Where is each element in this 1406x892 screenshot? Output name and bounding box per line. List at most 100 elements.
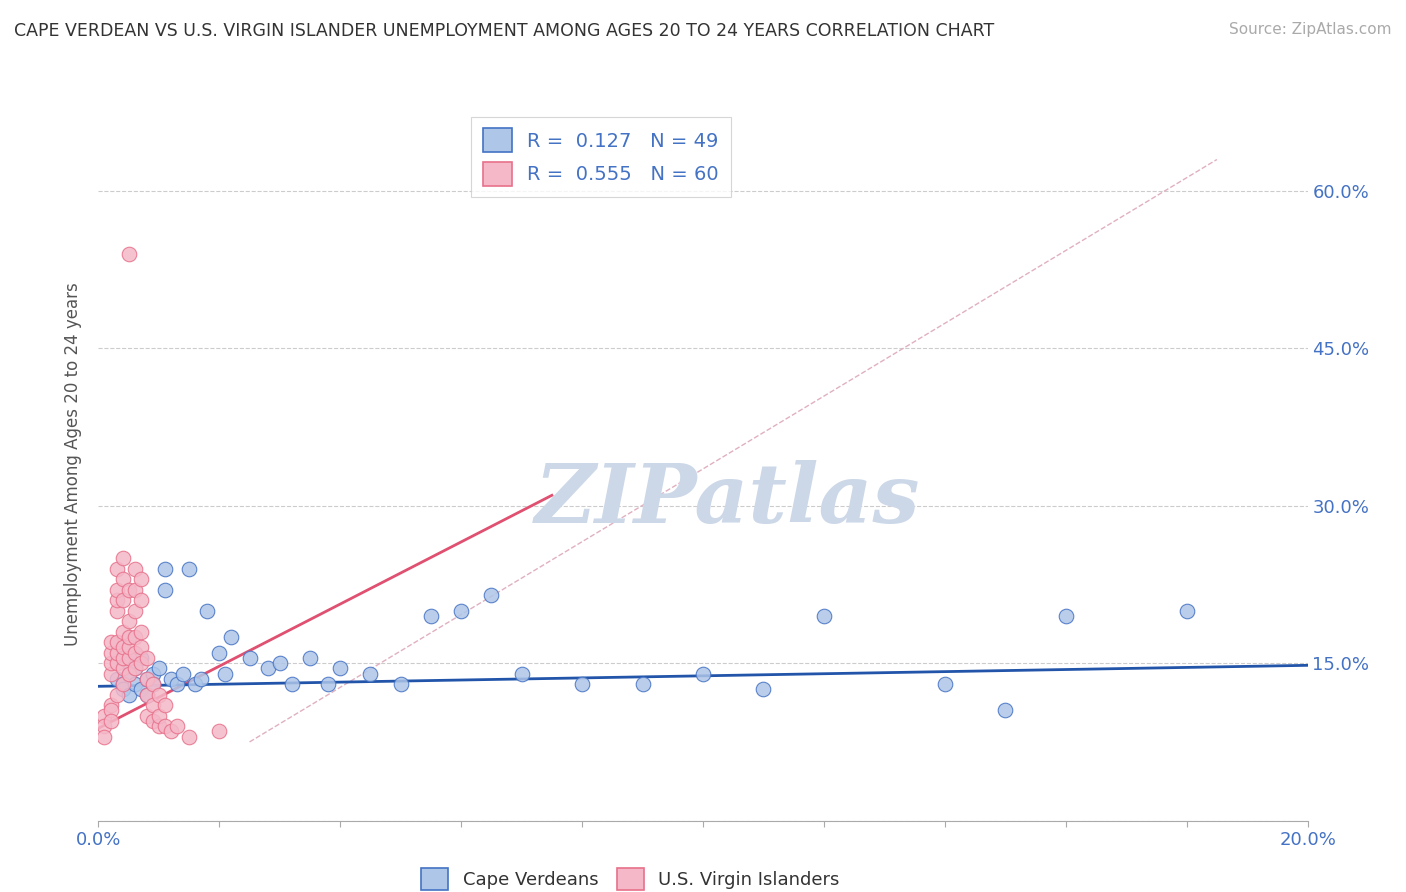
Point bbox=[105, 672, 128, 686]
Point bbox=[256, 661, 278, 675]
Point bbox=[111, 651, 134, 665]
Point bbox=[239, 651, 262, 665]
Point bbox=[105, 688, 128, 702]
Point bbox=[153, 582, 176, 597]
Text: Source: ZipAtlas.com: Source: ZipAtlas.com bbox=[1229, 22, 1392, 37]
Point bbox=[299, 651, 322, 665]
Point bbox=[118, 640, 141, 655]
Point bbox=[135, 672, 157, 686]
Point bbox=[420, 609, 443, 624]
Point bbox=[1175, 604, 1198, 618]
Point bbox=[111, 593, 134, 607]
Point bbox=[124, 661, 146, 675]
Point bbox=[510, 666, 533, 681]
Point bbox=[118, 582, 141, 597]
Point bbox=[135, 688, 157, 702]
Point bbox=[160, 724, 183, 739]
Point bbox=[129, 572, 152, 586]
Point bbox=[153, 562, 176, 576]
Point bbox=[571, 677, 593, 691]
Point bbox=[129, 640, 152, 655]
Point bbox=[172, 666, 194, 681]
Point bbox=[124, 604, 146, 618]
Point bbox=[93, 730, 115, 744]
Point bbox=[105, 582, 128, 597]
Point bbox=[111, 661, 134, 675]
Point bbox=[135, 672, 157, 686]
Point bbox=[100, 666, 122, 681]
Point bbox=[269, 657, 291, 671]
Point bbox=[142, 677, 165, 691]
Point bbox=[105, 604, 128, 618]
Point bbox=[208, 724, 231, 739]
Point bbox=[124, 646, 146, 660]
Point bbox=[221, 630, 243, 644]
Point bbox=[752, 682, 775, 697]
Point bbox=[124, 661, 146, 675]
Point bbox=[135, 651, 157, 665]
Point bbox=[111, 682, 134, 697]
Point bbox=[105, 593, 128, 607]
Point bbox=[166, 677, 188, 691]
Point bbox=[813, 609, 835, 624]
Point bbox=[148, 708, 170, 723]
Point bbox=[631, 677, 654, 691]
Point bbox=[129, 624, 152, 639]
Point bbox=[481, 588, 503, 602]
Point bbox=[129, 682, 152, 697]
Point bbox=[692, 666, 714, 681]
Point bbox=[208, 646, 231, 660]
Point bbox=[118, 614, 141, 628]
Point bbox=[105, 635, 128, 649]
Point bbox=[450, 604, 472, 618]
Text: CAPE VERDEAN VS U.S. VIRGIN ISLANDER UNEMPLOYMENT AMONG AGES 20 TO 24 YEARS CORR: CAPE VERDEAN VS U.S. VIRGIN ISLANDER UNE… bbox=[14, 22, 994, 40]
Point bbox=[195, 604, 218, 618]
Point bbox=[93, 719, 115, 733]
Point bbox=[129, 593, 152, 607]
Point bbox=[166, 719, 188, 733]
Point bbox=[100, 635, 122, 649]
Point bbox=[124, 562, 146, 576]
Point bbox=[100, 646, 122, 660]
Point bbox=[100, 703, 122, 717]
Point bbox=[142, 698, 165, 713]
Point bbox=[129, 657, 152, 671]
Point bbox=[111, 640, 134, 655]
Point bbox=[118, 630, 141, 644]
Point bbox=[111, 572, 134, 586]
Point bbox=[129, 651, 152, 665]
Point bbox=[118, 666, 141, 681]
Point bbox=[148, 688, 170, 702]
Point bbox=[934, 677, 956, 691]
Point bbox=[124, 582, 146, 597]
Point bbox=[184, 677, 207, 691]
Point bbox=[100, 714, 122, 728]
Point bbox=[100, 657, 122, 671]
Y-axis label: Unemployment Among Ages 20 to 24 years: Unemployment Among Ages 20 to 24 years bbox=[65, 282, 83, 646]
Point bbox=[124, 677, 146, 691]
Point bbox=[135, 688, 157, 702]
Point bbox=[1054, 609, 1077, 624]
Point bbox=[360, 666, 382, 681]
Point bbox=[179, 730, 201, 744]
Point bbox=[105, 562, 128, 576]
Point bbox=[105, 657, 128, 671]
Point bbox=[118, 657, 141, 671]
Legend: Cape Verdeans, U.S. Virgin Islanders: Cape Verdeans, U.S. Virgin Islanders bbox=[415, 861, 846, 892]
Text: ZIPatlas: ZIPatlas bbox=[534, 459, 920, 540]
Point bbox=[118, 666, 141, 681]
Point bbox=[153, 698, 176, 713]
Point bbox=[190, 672, 212, 686]
Point bbox=[142, 666, 165, 681]
Point bbox=[179, 562, 201, 576]
Point bbox=[329, 661, 352, 675]
Point bbox=[148, 661, 170, 675]
Point bbox=[100, 698, 122, 713]
Point bbox=[153, 719, 176, 733]
Point bbox=[118, 688, 141, 702]
Point bbox=[111, 677, 134, 691]
Point bbox=[93, 708, 115, 723]
Point bbox=[111, 624, 134, 639]
Point bbox=[389, 677, 412, 691]
Point bbox=[111, 551, 134, 566]
